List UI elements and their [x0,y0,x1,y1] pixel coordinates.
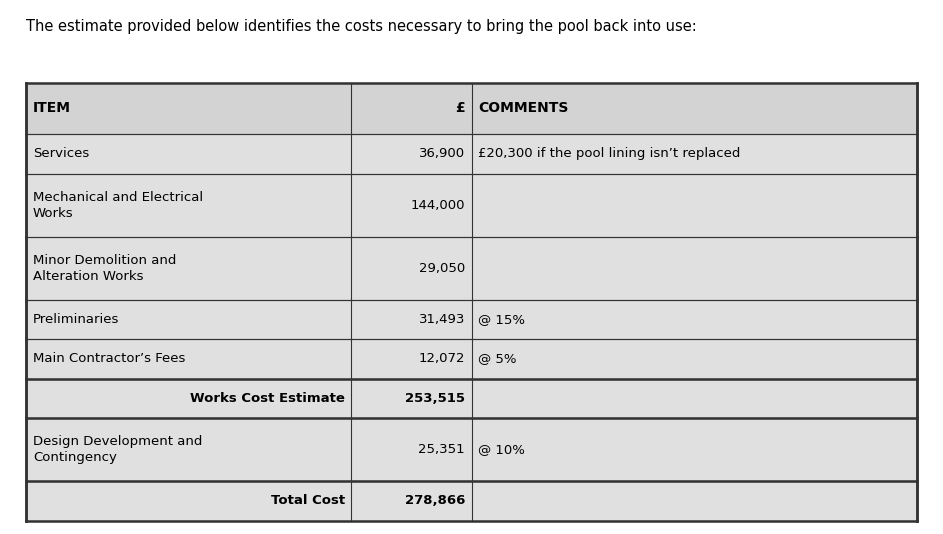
Bar [26,174,917,237]
Text: 29,050: 29,050 [419,262,465,274]
Text: 12,072: 12,072 [419,352,465,365]
Bar [26,83,917,134]
Text: The estimate provided below identifies the costs necessary to bring the pool bac: The estimate provided below identifies t… [26,19,697,34]
Text: 144,000: 144,000 [410,199,465,211]
Text: £20,300 if the pool lining isn’t replaced: £20,300 if the pool lining isn’t replace… [478,147,740,160]
Bar [26,481,917,521]
Text: Main Contractor’s Fees: Main Contractor’s Fees [33,352,186,365]
Text: 31,493: 31,493 [419,313,465,326]
Bar [26,379,917,418]
Text: Preliminaries: Preliminaries [33,313,120,326]
Text: Total Cost: Total Cost [271,494,345,507]
Bar [26,339,917,379]
Text: Mechanical and Electrical
Works: Mechanical and Electrical Works [33,191,203,219]
Bar [26,418,917,481]
Text: Minor Demolition and
Alteration Works: Minor Demolition and Alteration Works [33,254,176,282]
Text: 25,351: 25,351 [419,443,465,456]
Text: £: £ [455,101,465,115]
Text: @ 15%: @ 15% [478,313,525,326]
Text: COMMENTS: COMMENTS [478,101,569,115]
Bar [26,134,917,174]
Text: 253,515: 253,515 [405,392,465,405]
Bar [26,300,917,339]
Text: @ 5%: @ 5% [478,352,517,365]
Bar [26,237,917,300]
Text: Services: Services [33,147,90,160]
Text: 36,900: 36,900 [419,147,465,160]
Text: 278,866: 278,866 [405,494,465,507]
Text: Design Development and
Contingency: Design Development and Contingency [33,435,203,464]
Text: ITEM: ITEM [33,101,71,115]
Text: Works Cost Estimate: Works Cost Estimate [190,392,345,405]
Text: @ 10%: @ 10% [478,443,525,456]
